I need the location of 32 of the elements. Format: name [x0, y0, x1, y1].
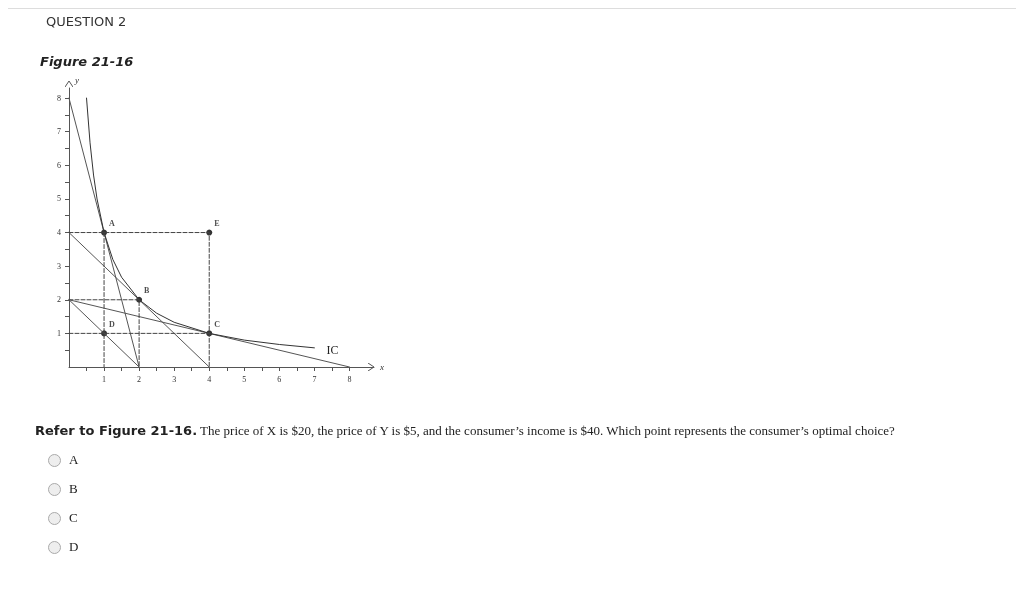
y-tick-label: 3 — [57, 261, 61, 271]
text: QUESTION 2 — [46, 14, 127, 29]
text: The price of X is $20, the price of Y is $5, and the consumer’s income is $40. Which point represents the consumer’s optimal choice? — [200, 423, 895, 438]
text: Refer to Figure 21-16. — [35, 423, 198, 438]
y-axis-title: y — [74, 74, 79, 85]
x-tick-label: 1 — [102, 374, 107, 384]
x-tick-label: 3 — [172, 374, 177, 384]
x-tick-label: 6 — [277, 374, 282, 384]
y-tick-label: 6 — [57, 160, 61, 170]
x-tick-label: 2 — [137, 374, 142, 384]
text: B — [69, 481, 78, 497]
y-tick-label: 5 — [57, 194, 61, 204]
x-tick-label: 8 — [347, 374, 352, 384]
y-tick-label: 4 — [57, 228, 61, 238]
text: D — [69, 539, 79, 555]
y-tick-label: 1 — [57, 328, 61, 338]
x-tick-label: 4 — [207, 374, 212, 384]
annotation: D — [109, 319, 116, 329]
x-axis-title: x — [379, 362, 384, 372]
x-tick-label: 5 — [242, 374, 247, 384]
y-tick-label: 2 — [57, 295, 61, 305]
annotation: C — [214, 319, 221, 329]
x-tick-label: 7 — [312, 374, 317, 384]
annotation: A — [109, 219, 116, 229]
series-label: IC — [326, 342, 339, 357]
text: C — [69, 510, 78, 526]
annotation: E — [214, 219, 220, 229]
text: A — [69, 452, 79, 468]
chart-title: Figure 21-16 — [40, 54, 134, 69]
y-tick-label: 7 — [57, 127, 61, 137]
annotation: B — [144, 286, 151, 296]
y-tick-label: 8 — [57, 93, 61, 103]
